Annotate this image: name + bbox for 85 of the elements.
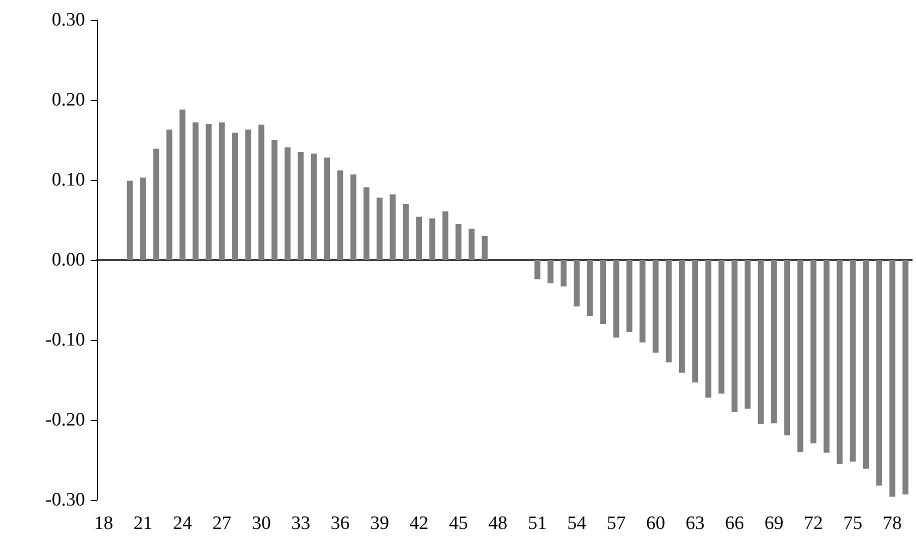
bar <box>889 260 896 497</box>
x-tick-label: 18 <box>94 513 114 534</box>
bar <box>126 180 133 260</box>
bar <box>876 260 882 486</box>
x-tick-label: 69 <box>764 513 784 534</box>
y-tick-label: 0.10 <box>52 170 85 190</box>
y-tick-label: 0.20 <box>52 90 85 110</box>
bar <box>863 260 869 469</box>
bar <box>390 194 396 260</box>
x-tick-label: 36 <box>330 513 350 534</box>
bar <box>586 260 593 316</box>
x-tick-label: 48 <box>488 513 508 534</box>
bar <box>206 124 212 260</box>
bar <box>534 260 540 280</box>
bar <box>797 260 804 452</box>
bar <box>258 124 264 260</box>
bar <box>560 260 567 286</box>
x-tick-label: 21 <box>134 513 153 534</box>
bar <box>613 260 620 338</box>
bar <box>310 154 317 260</box>
x-tick-label: 27 <box>212 513 232 534</box>
x-tick-label: 60 <box>646 513 666 534</box>
x-tick-label: 54 <box>567 513 587 534</box>
y-tick-label: 0.00 <box>52 250 85 270</box>
bar <box>548 260 554 284</box>
bar <box>192 122 199 260</box>
bar <box>732 260 738 412</box>
bar <box>416 216 422 260</box>
bar <box>836 260 843 464</box>
bar <box>179 110 186 260</box>
bar <box>140 178 146 260</box>
x-tick-label: 57 <box>606 513 626 534</box>
bar <box>705 260 712 398</box>
bar <box>771 260 777 424</box>
bar <box>468 228 475 260</box>
x-tick-label: 24 <box>172 513 192 534</box>
bar <box>153 148 160 260</box>
y-tick-label: 0.30 <box>52 10 85 30</box>
bar <box>574 260 580 306</box>
bar <box>376 198 383 260</box>
x-tick-label: 78 <box>882 513 902 534</box>
x-tick-label: 30 <box>252 513 271 534</box>
bar <box>324 158 330 260</box>
x-tick-label: 51 <box>528 513 547 534</box>
bar <box>744 260 751 409</box>
bar <box>245 130 252 260</box>
bar <box>758 260 764 424</box>
x-tick-label: 33 <box>291 513 310 534</box>
bar <box>402 204 409 260</box>
x-tick-label: 66 <box>725 513 744 534</box>
bar <box>298 152 304 260</box>
x-tick-label: 39 <box>370 513 390 534</box>
bar <box>456 224 462 260</box>
bar <box>166 130 172 260</box>
x-tick-label: 42 <box>410 513 429 534</box>
x-tick-label: 45 <box>448 513 468 534</box>
bar <box>429 218 436 260</box>
x-tick-label: 75 <box>843 513 862 534</box>
bar <box>824 260 830 453</box>
bar <box>810 260 816 444</box>
bar <box>679 260 685 373</box>
bar <box>350 174 356 260</box>
y-tick-label: -0.30 <box>45 490 85 510</box>
bar <box>640 260 646 342</box>
bar <box>364 187 370 260</box>
bar <box>337 170 344 260</box>
bar <box>442 211 448 260</box>
bar <box>218 122 225 260</box>
bar <box>902 260 908 494</box>
bar <box>482 236 488 260</box>
bar <box>692 260 698 382</box>
bar <box>284 147 291 260</box>
bar <box>718 260 724 394</box>
y-tick-label: -0.10 <box>45 330 85 350</box>
bar <box>600 260 606 324</box>
bar <box>626 260 632 332</box>
bar <box>272 140 278 260</box>
bar <box>232 132 238 260</box>
x-tick-label: 63 <box>686 513 705 534</box>
bar <box>784 260 790 436</box>
bar <box>652 260 659 353</box>
bar <box>850 260 856 462</box>
y-tick-label: -0.20 <box>45 410 85 430</box>
bar <box>666 260 672 362</box>
x-tick-label: 72 <box>804 513 823 534</box>
